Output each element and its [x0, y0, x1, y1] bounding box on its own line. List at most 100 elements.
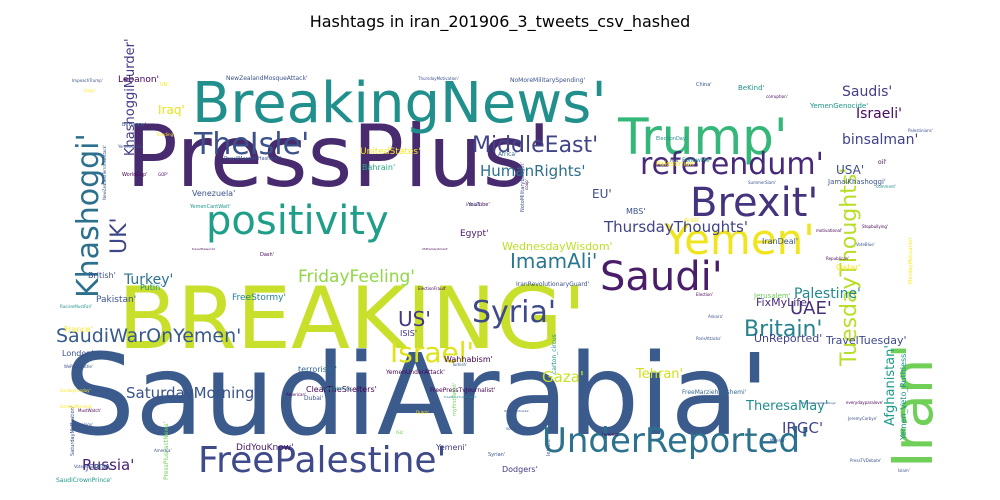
- word-101: leisure': [546, 438, 552, 456]
- word-0: SaudiArabia': [64, 331, 770, 461]
- word-90: Dubai': [304, 395, 324, 402]
- word-72: IranDeal': [762, 237, 798, 246]
- word-55: FreeStormy': [232, 293, 286, 303]
- word-144: Dutch': [416, 410, 429, 415]
- word-50: DidYouKnow': [236, 443, 294, 453]
- word-24: UAE': [790, 298, 832, 319]
- word-33: Israeli': [856, 106, 902, 122]
- word-62: Bahrain': [362, 163, 395, 172]
- word-107: RacismMustFall': [60, 304, 92, 309]
- word-48: WednesdayWisdom': [502, 240, 613, 253]
- word-21: ImamAli': [510, 249, 597, 273]
- word-65: Venezuela': [192, 189, 235, 198]
- word-87: Arab': [684, 217, 700, 224]
- word-124: coup': [524, 179, 529, 190]
- word-30: HumanRights': [480, 162, 586, 180]
- word-26: Russia': [82, 456, 134, 474]
- word-19: UK': [107, 217, 132, 254]
- word-25: FridayFeeling': [298, 267, 415, 287]
- word-138: Stopbullying': [862, 224, 888, 229]
- word-37: KhashoggiMurder': [123, 38, 138, 156]
- word-34: binsalman': [842, 132, 918, 148]
- word-105: NotoMilitaryBudget': [520, 162, 526, 212]
- word-128: SummerSlam': [748, 180, 776, 185]
- word-76: BeKind': [738, 84, 765, 92]
- word-43: USA': [836, 163, 864, 177]
- word-130: terrorist': [602, 432, 619, 437]
- word-92: China': [696, 82, 712, 88]
- word-68: Wahhabism': [444, 355, 493, 364]
- word-125: comment': [876, 184, 896, 189]
- word-75: Palestinian': [656, 160, 696, 168]
- word-80: FreeMarziehHashemi': [682, 389, 747, 396]
- word-39: TheresaMay': [745, 399, 828, 414]
- word-61: France': [64, 325, 93, 334]
- word-27: Gaza': [542, 368, 584, 386]
- word-103: SaturdayMotivation': [70, 406, 76, 456]
- word-99: MondayMotivation': [908, 237, 914, 284]
- word-104: ElectionDay': [656, 136, 687, 142]
- word-56: Yemeni': [435, 443, 467, 452]
- word-8: Saudi': [600, 254, 723, 300]
- word-5: Trump': [617, 108, 788, 166]
- word-109: technology': [70, 422, 93, 427]
- word-133: Ankara': [708, 314, 723, 319]
- word-85: PressPlusFactNews': [163, 422, 170, 480]
- word-58: JCPOA': [85, 463, 113, 472]
- word-60: Yemen_Veto_Ruthless: [899, 354, 908, 441]
- word-136: Libya': [84, 88, 96, 93]
- word-111: Islam': [898, 468, 910, 473]
- word-96: Dash': [260, 252, 274, 258]
- word-11: UnderReported': [542, 421, 809, 461]
- word-20: Britain': [744, 317, 822, 342]
- word-135: Mueller': [770, 438, 786, 443]
- word-77: YemenGenocide': [809, 102, 868, 110]
- word-127: Palestinians': [908, 128, 933, 133]
- word-45: TravelTuesday': [825, 334, 906, 347]
- word-7: Brexit': [690, 180, 818, 226]
- word-3: BreakingNews': [192, 71, 607, 136]
- word-139: SundayFunday': [60, 388, 91, 393]
- word-40: Tehran': [635, 367, 683, 382]
- word-137: corruption': [766, 94, 788, 99]
- word-102: Syrian': [488, 452, 505, 458]
- word-89: FollowMe': [682, 157, 712, 164]
- word-63: Putin': [140, 283, 162, 292]
- word-cloud-svg: SaudiArabia'BREAKING' PressPlus'BreakingN…: [56, 38, 946, 482]
- word-6: Yemen': [663, 215, 815, 264]
- word-88: Africa': [498, 151, 517, 158]
- word-94: BeHappy': [122, 122, 146, 128]
- word-81: FreePressTvJournalist': [430, 387, 496, 394]
- word-120: motivational': [816, 228, 842, 233]
- word-115: ISIL': [396, 430, 404, 435]
- word-59: London': [62, 349, 94, 358]
- word-83: carton_circus: [551, 334, 558, 374]
- word-108: WeRepSeattle': [64, 364, 93, 369]
- word-28: IRGC': [782, 419, 823, 437]
- word-67: Qatar': [836, 263, 861, 272]
- word-116: Trending': [155, 132, 174, 137]
- word-10: FreePalestine': [198, 440, 446, 481]
- word-79: IranRevolutionaryGuard': [516, 281, 589, 288]
- word-141: MustWatch': [78, 408, 101, 413]
- word-131: ParisAttacks': [696, 336, 721, 341]
- word-1: BREAKING': [118, 269, 586, 369]
- chart-title: Hashtags in iran_201906_3_tweets_csv_has…: [309, 12, 691, 31]
- word-146: GoodMorning': [324, 386, 352, 391]
- word-126: Flint': [670, 158, 680, 163]
- word-18: MiddleEast': [472, 133, 598, 158]
- word-73: Jerusalem': [753, 292, 791, 300]
- word-129: Turkish': [451, 362, 467, 367]
- word-2: PressPlus': [126, 107, 551, 207]
- word-71: MBS': [626, 207, 646, 216]
- word-110: VoterFraud2018': [74, 464, 107, 469]
- word-32: Palestine': [794, 286, 861, 302]
- word-132: Election': [696, 292, 713, 297]
- word-97: Pray4MarziehHashemi': [224, 156, 281, 162]
- word-118: ImpeachTrump': [72, 78, 103, 83]
- word-86: YemenUnderAttack': [385, 369, 445, 376]
- word-150: JeremyCorbyn': [847, 416, 877, 421]
- word-13: referendum': [640, 147, 824, 182]
- word-82: NoMoreMilitarySpending': [510, 77, 585, 84]
- word-12: Khashoggi': [71, 133, 106, 298]
